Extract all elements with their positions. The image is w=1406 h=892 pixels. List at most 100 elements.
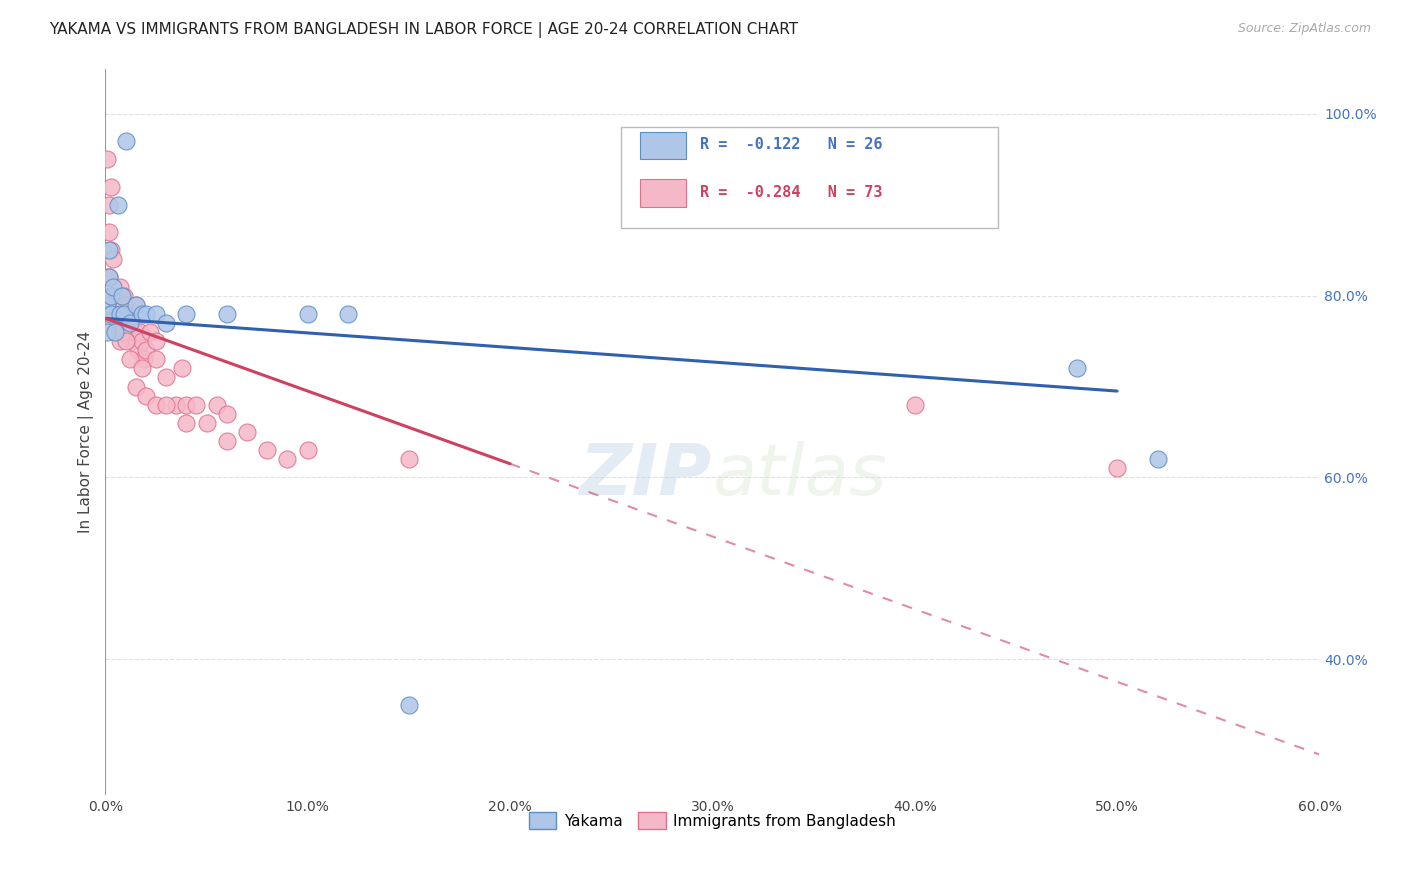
Point bbox=[103, 279, 125, 293]
Point bbox=[100, 307, 122, 321]
Point bbox=[98, 225, 121, 239]
Point bbox=[131, 361, 153, 376]
Point bbox=[112, 288, 135, 302]
Point bbox=[125, 298, 148, 312]
Point bbox=[135, 389, 157, 403]
Point bbox=[96, 298, 118, 312]
Point bbox=[1107, 461, 1129, 475]
Point bbox=[118, 352, 141, 367]
Point bbox=[176, 416, 198, 430]
Point bbox=[110, 288, 132, 302]
Point bbox=[96, 298, 118, 312]
Point bbox=[98, 198, 121, 212]
Point bbox=[176, 307, 198, 321]
Point bbox=[98, 298, 121, 312]
Point bbox=[125, 325, 148, 339]
Point bbox=[108, 311, 131, 326]
Point bbox=[112, 307, 135, 321]
Point bbox=[215, 434, 238, 448]
Point bbox=[215, 407, 238, 421]
Point bbox=[98, 270, 121, 285]
Point bbox=[145, 352, 167, 367]
Point bbox=[236, 425, 259, 439]
Point bbox=[398, 452, 420, 467]
Point bbox=[904, 398, 927, 412]
Point bbox=[145, 334, 167, 348]
Text: R =  -0.284   N = 73: R = -0.284 N = 73 bbox=[700, 185, 883, 200]
Point bbox=[398, 698, 420, 712]
Point bbox=[297, 307, 319, 321]
Point bbox=[114, 325, 136, 339]
Point bbox=[107, 198, 129, 212]
Point bbox=[114, 334, 136, 348]
Point bbox=[110, 325, 132, 339]
Point bbox=[1146, 452, 1168, 467]
Point bbox=[108, 279, 131, 293]
Point bbox=[103, 252, 125, 267]
Point bbox=[155, 398, 177, 412]
Point bbox=[127, 343, 149, 358]
Point bbox=[112, 325, 135, 339]
Text: R =  -0.122   N = 26: R = -0.122 N = 26 bbox=[700, 137, 883, 153]
Point bbox=[100, 288, 122, 302]
Point bbox=[337, 307, 360, 321]
Point bbox=[104, 307, 127, 321]
Point bbox=[112, 298, 135, 312]
FancyBboxPatch shape bbox=[640, 179, 686, 207]
Point bbox=[135, 343, 157, 358]
Point bbox=[297, 443, 319, 458]
Point bbox=[165, 398, 187, 412]
Point bbox=[104, 288, 127, 302]
Point bbox=[108, 288, 131, 302]
Point bbox=[103, 316, 125, 330]
Point bbox=[96, 316, 118, 330]
Point bbox=[135, 307, 157, 321]
Point bbox=[104, 325, 127, 339]
Legend: Yakama, Immigrants from Bangladesh: Yakama, Immigrants from Bangladesh bbox=[523, 806, 903, 835]
Point bbox=[117, 307, 139, 321]
Point bbox=[176, 398, 198, 412]
Point bbox=[155, 370, 177, 384]
Point bbox=[100, 244, 122, 258]
Point bbox=[107, 298, 129, 312]
Point bbox=[110, 325, 132, 339]
Point bbox=[107, 325, 129, 339]
Point bbox=[108, 334, 131, 348]
Point bbox=[1066, 361, 1088, 376]
FancyBboxPatch shape bbox=[621, 127, 998, 228]
Point bbox=[145, 398, 167, 412]
Point bbox=[114, 298, 136, 312]
Point bbox=[98, 270, 121, 285]
Point bbox=[131, 307, 153, 321]
Point bbox=[108, 307, 131, 321]
Point bbox=[132, 352, 155, 367]
Point bbox=[100, 179, 122, 194]
Point bbox=[118, 316, 141, 330]
Point bbox=[256, 443, 278, 458]
Point bbox=[114, 134, 136, 148]
Point bbox=[103, 288, 125, 302]
Point bbox=[145, 307, 167, 321]
Point bbox=[125, 298, 148, 312]
Point bbox=[155, 316, 177, 330]
Point bbox=[96, 325, 118, 339]
Point bbox=[100, 288, 122, 302]
Point bbox=[215, 307, 238, 321]
Point bbox=[122, 325, 145, 339]
Point bbox=[276, 452, 298, 467]
FancyBboxPatch shape bbox=[640, 132, 686, 160]
Point bbox=[125, 379, 148, 393]
Text: Source: ZipAtlas.com: Source: ZipAtlas.com bbox=[1237, 22, 1371, 36]
Text: atlas: atlas bbox=[713, 441, 887, 510]
Text: ZIP: ZIP bbox=[581, 441, 713, 510]
Point bbox=[118, 325, 141, 339]
Point bbox=[195, 416, 218, 430]
Point bbox=[172, 361, 194, 376]
Point bbox=[96, 307, 118, 321]
Point bbox=[131, 334, 153, 348]
Point bbox=[100, 288, 122, 302]
Point bbox=[96, 153, 118, 167]
Point bbox=[110, 307, 132, 321]
Text: YAKAMA VS IMMIGRANTS FROM BANGLADESH IN LABOR FORCE | AGE 20-24 CORRELATION CHAR: YAKAMA VS IMMIGRANTS FROM BANGLADESH IN … bbox=[49, 22, 799, 38]
Point bbox=[107, 288, 129, 302]
